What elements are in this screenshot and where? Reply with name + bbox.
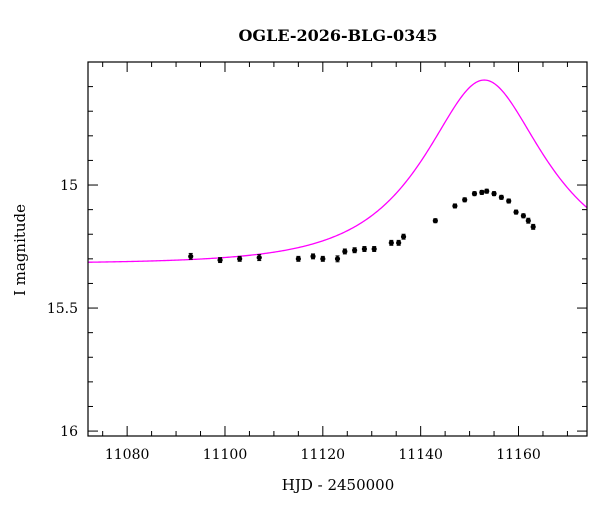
data-marker <box>462 197 468 203</box>
data-marker <box>217 257 223 263</box>
data-point <box>506 198 512 204</box>
data-marker <box>396 240 402 246</box>
data-points <box>188 188 536 264</box>
data-point <box>361 246 368 252</box>
axis-tick-labels: 11080 11100 11120 11140 11160 15 15.5 16 <box>47 178 541 463</box>
data-marker <box>188 253 194 259</box>
data-marker <box>484 188 490 194</box>
data-point <box>320 255 326 262</box>
data-marker <box>432 218 438 224</box>
data-point <box>371 246 377 252</box>
data-point <box>237 255 243 262</box>
data-marker <box>530 224 536 230</box>
axis-ticks <box>88 61 587 436</box>
data-point <box>530 223 536 230</box>
data-marker <box>256 255 262 261</box>
data-point <box>396 239 402 246</box>
data-marker <box>479 189 485 196</box>
data-marker <box>237 256 243 262</box>
x-tick-label: 11120 <box>301 447 346 463</box>
x-tick-label: 11100 <box>203 447 248 463</box>
data-point <box>513 209 519 215</box>
y-tick-label: 16 <box>60 424 78 440</box>
data-marker <box>452 203 458 209</box>
data-marker <box>506 198 512 204</box>
data-point <box>452 203 458 209</box>
data-point <box>388 239 394 246</box>
data-point <box>498 194 504 200</box>
y-tick-label: 15 <box>60 178 78 194</box>
data-marker <box>352 247 358 253</box>
data-marker <box>361 246 368 252</box>
model-curve <box>88 79 587 263</box>
data-point <box>462 197 468 203</box>
data-point <box>310 253 316 260</box>
data-marker <box>513 209 519 215</box>
chart-title: OGLE-2026-BLG-0345 <box>238 26 437 45</box>
data-point <box>471 191 478 197</box>
y-tick-label: 15.5 <box>47 301 78 317</box>
data-marker <box>491 191 497 197</box>
data-point <box>256 254 262 262</box>
data-point <box>479 189 485 196</box>
data-point <box>295 255 301 262</box>
data-point <box>342 248 348 255</box>
data-point <box>520 213 527 219</box>
data-marker <box>400 234 407 240</box>
data-marker <box>320 256 326 262</box>
data-marker <box>388 240 394 246</box>
data-point <box>334 255 341 263</box>
data-point <box>525 217 531 224</box>
data-marker <box>295 256 301 262</box>
data-marker <box>520 213 527 219</box>
data-point <box>217 257 223 264</box>
data-point <box>484 188 490 194</box>
data-point <box>188 252 194 260</box>
data-point <box>491 191 497 197</box>
data-marker <box>498 194 504 200</box>
data-point <box>400 233 407 240</box>
x-tick-label: 11160 <box>496 447 541 463</box>
data-marker <box>525 218 531 224</box>
x-axis-label: HJD - 2450000 <box>282 476 395 494</box>
data-point <box>352 247 358 254</box>
data-marker <box>471 191 478 197</box>
x-tick-label: 11140 <box>398 447 443 463</box>
x-tick-label: 11080 <box>105 447 150 463</box>
data-marker <box>334 256 341 262</box>
data-point <box>432 218 438 224</box>
plot-frame <box>87 61 588 437</box>
y-axis-label: I magnitude <box>11 204 29 296</box>
data-marker <box>371 246 377 252</box>
data-marker <box>310 253 316 259</box>
data-marker <box>342 248 348 255</box>
